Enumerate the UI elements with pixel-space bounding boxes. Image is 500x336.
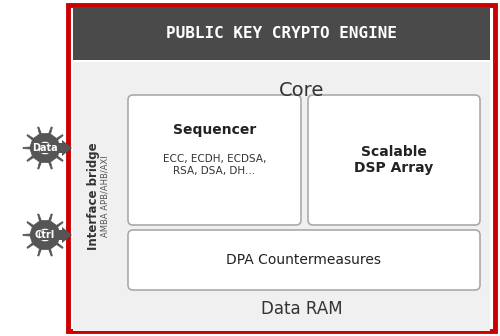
FancyBboxPatch shape <box>73 62 123 331</box>
Text: PUBLIC KEY CRYPTO ENGINE: PUBLIC KEY CRYPTO ENGINE <box>166 27 397 42</box>
Polygon shape <box>23 127 67 169</box>
Text: Sequencer: Sequencer <box>173 123 256 137</box>
Circle shape <box>38 228 52 242</box>
FancyBboxPatch shape <box>128 230 480 290</box>
Text: Ctrl: Ctrl <box>35 230 55 240</box>
Text: AMBA APB/AHB/AXI: AMBA APB/AHB/AXI <box>100 156 110 237</box>
FancyBboxPatch shape <box>308 95 480 225</box>
Text: Core: Core <box>279 81 324 99</box>
FancyArrow shape <box>40 140 72 156</box>
Text: Interface bridge: Interface bridge <box>88 143 101 250</box>
FancyBboxPatch shape <box>73 8 490 60</box>
Text: Scalable
DSP Array: Scalable DSP Array <box>354 145 434 175</box>
Text: Data: Data <box>32 143 58 153</box>
Text: Data RAM: Data RAM <box>260 300 342 318</box>
Circle shape <box>38 141 52 155</box>
Text: ECC, ECDH, ECDSA,
RSA, DSA, DH...: ECC, ECDH, ECDSA, RSA, DSA, DH... <box>163 154 266 176</box>
Polygon shape <box>23 214 67 256</box>
FancyArrow shape <box>40 227 72 243</box>
FancyBboxPatch shape <box>73 62 490 331</box>
FancyBboxPatch shape <box>68 5 495 331</box>
Text: DPA Countermeasures: DPA Countermeasures <box>226 253 382 267</box>
FancyBboxPatch shape <box>128 95 301 225</box>
